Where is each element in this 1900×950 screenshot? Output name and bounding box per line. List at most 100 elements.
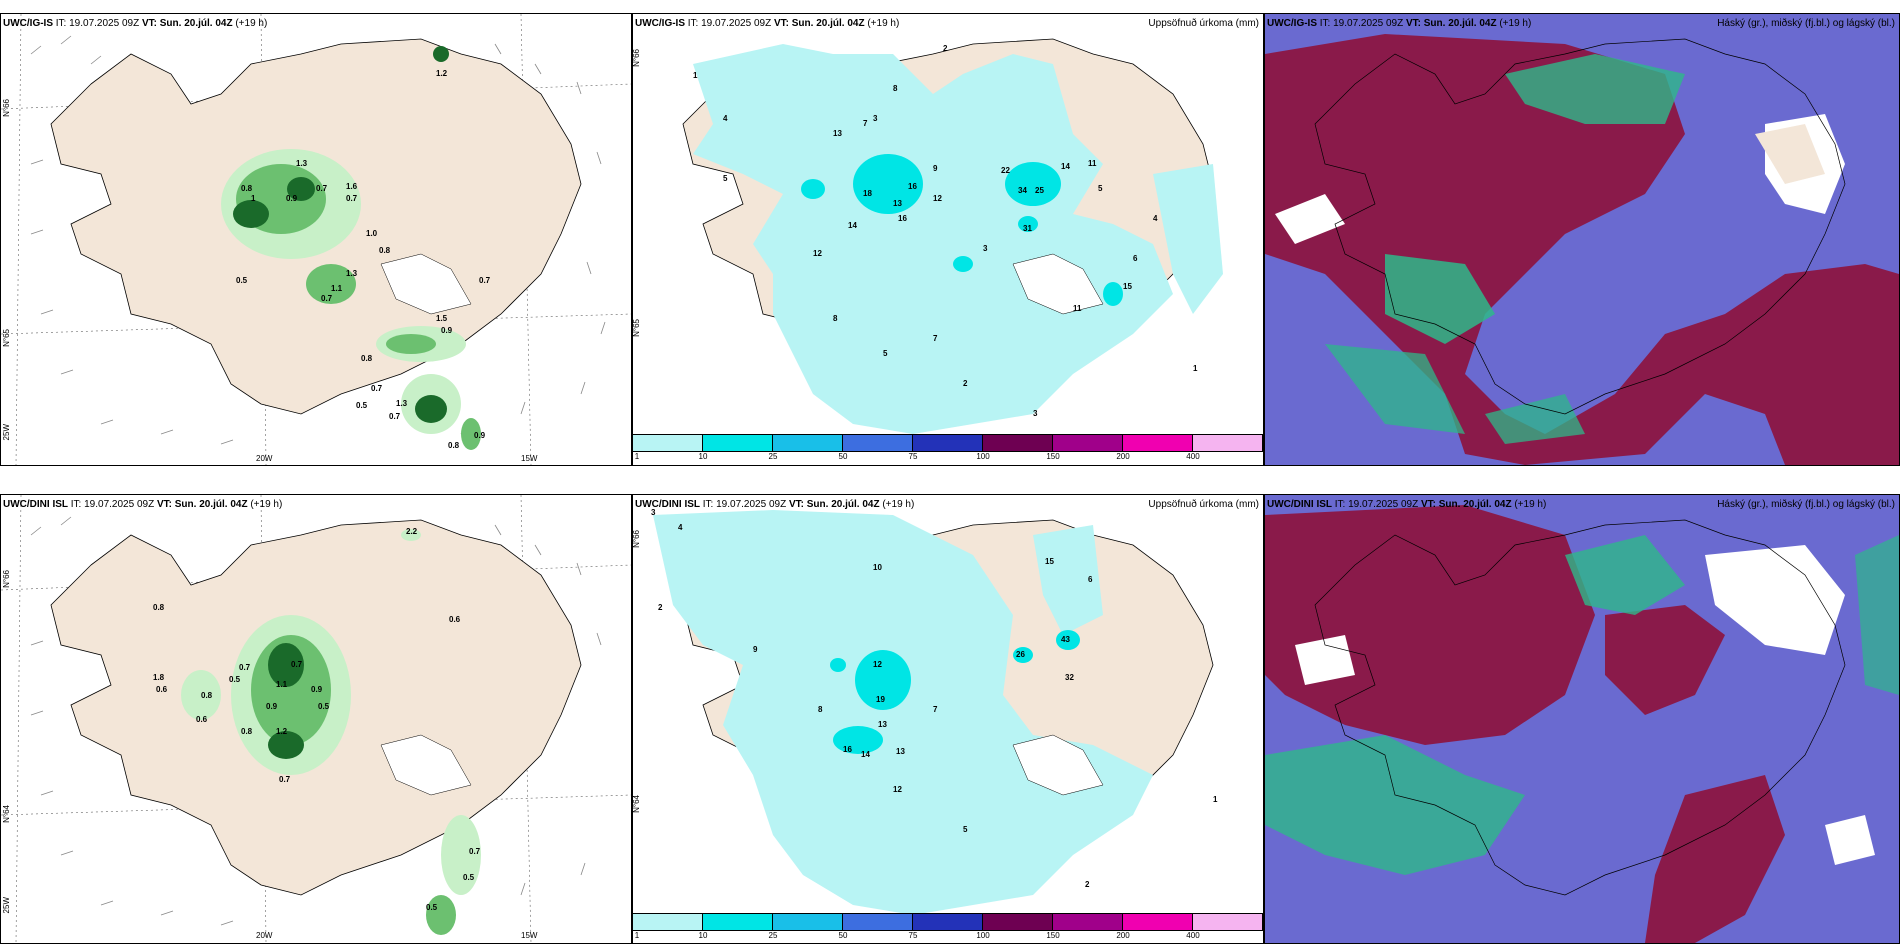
colorbar-swatch	[1193, 914, 1263, 930]
precip-value: 16	[843, 745, 852, 754]
precip-value: 0.9	[286, 194, 298, 203]
precip-value: 43	[1061, 635, 1070, 644]
lat-label: 25W	[2, 897, 11, 914]
precip-value: 12	[933, 194, 942, 203]
glacier-white	[380, 734, 472, 796]
precip-value: 0.7	[239, 663, 251, 672]
colorbar-tick: 400	[1186, 931, 1200, 940]
product-title: Uppsöfnuð úrkoma (mm)	[1148, 499, 1259, 510]
precip-value: 14	[861, 750, 870, 759]
colorbar-tick: 25	[768, 931, 778, 940]
lat-label: N°64	[632, 795, 641, 813]
colorbar-swatch	[843, 914, 913, 930]
colorbar-swatch	[983, 435, 1053, 451]
precip-value: 15	[1123, 282, 1132, 291]
colorbar-ticks: 1 10 25 50 75 100 150 200 400	[633, 931, 1263, 941]
precip-value: 9	[753, 645, 758, 654]
precip-value: 2	[963, 379, 968, 388]
precip-value: 2	[658, 603, 663, 612]
colorbar-swatch	[1053, 435, 1123, 451]
panel-top-left: UWC/IG-IS IT: 19.07.2025 09Z VT: Sun. 20…	[0, 13, 632, 466]
precip-value: 0.7	[371, 384, 383, 393]
precip-value: 19	[876, 695, 885, 704]
precip-value: 0.9	[266, 702, 278, 711]
precip-value: 3	[873, 114, 878, 123]
precip-value: 8	[893, 84, 898, 93]
lat-label: N°64	[2, 805, 11, 823]
lat-label: N°65	[2, 329, 11, 347]
colorbar-tick: 150	[1046, 452, 1060, 461]
colorbar-swatch	[773, 435, 843, 451]
precip-value: 0.5	[426, 903, 438, 912]
colorbar-swatch	[1193, 435, 1263, 451]
panel-header: UWC/IG-IS IT: 19.07.2025 09Z VT: Sun. 20…	[635, 18, 900, 29]
colorbar-tick: 400	[1186, 452, 1200, 461]
panel-header: UWC/DINI ISL IT: 19.07.2025 09Z VT: Sun.…	[635, 499, 915, 510]
precip-value: 1.8	[153, 673, 165, 682]
colorbar-swatch	[843, 435, 913, 451]
precip-value: 0.8	[241, 184, 253, 193]
precip-value: 26	[1016, 650, 1025, 659]
clear-white	[1755, 124, 1825, 184]
precip-cyan-east	[1033, 525, 1103, 635]
colorbar-swatch	[703, 914, 773, 930]
precip-value: 3	[651, 508, 656, 517]
colorbar-tick: 100	[976, 452, 990, 461]
precip-value: 12	[893, 785, 902, 794]
precip-heavy	[801, 154, 1123, 306]
cloud-low	[1265, 505, 1595, 745]
precip-value: 7	[863, 119, 868, 128]
wind-barbs	[30, 516, 602, 926]
precip-value: 0.6	[449, 615, 461, 624]
panel-header: UWC/IG-IS IT: 19.07.2025 09Z VT: Sun. 20…	[3, 18, 268, 29]
precip-value: 9	[933, 164, 938, 173]
colorbar-tick: 100	[976, 931, 990, 940]
precip-value: 2.2	[406, 527, 418, 536]
precip-value: 15	[1045, 557, 1054, 566]
cloud-high	[1325, 344, 1465, 434]
precip-value: 1.3	[296, 159, 308, 168]
colorbar-tick: 50	[838, 931, 848, 940]
precip-value: 0.6	[156, 685, 168, 694]
lon-label: 15W	[521, 454, 538, 463]
clear-white	[1275, 194, 1345, 244]
precip-value: 4	[1153, 214, 1158, 223]
colorbar-tick: 10	[698, 452, 708, 461]
precip-value: 0.5	[356, 401, 368, 410]
precip-value: 5	[963, 825, 968, 834]
precip-value: 0.8	[361, 354, 373, 363]
precip-value: 12	[873, 660, 882, 669]
precip-value: 1.5	[436, 314, 448, 323]
panel-bot-left: UWC/DINI ISL IT: 19.07.2025 09Z VT: Sun.…	[0, 494, 632, 944]
panel-top-mid: UWC/IG-IS IT: 19.07.2025 09Z VT: Sun. 20…	[632, 13, 1264, 466]
colorbar-swatch	[1053, 914, 1123, 930]
precip-value: 3	[1033, 409, 1038, 418]
colorbar-swatch	[703, 435, 773, 451]
precip-value: 5	[883, 349, 888, 358]
precip-cyan-area	[653, 510, 1153, 915]
precip-value: 16	[908, 182, 917, 191]
precip-value: 0.5	[236, 276, 248, 285]
lon-label: 20W	[256, 454, 273, 463]
colorbar-tick: 200	[1116, 452, 1130, 461]
precip-value: 6	[1088, 575, 1093, 584]
lat-label: N°65	[632, 319, 641, 337]
lon-label: 20W	[256, 931, 273, 940]
precip-value: 1.2	[436, 69, 448, 78]
colorbar-ticks: 1 10 25 50 75 100 150 200 400	[633, 452, 1263, 462]
precip-value: 4	[678, 523, 683, 532]
cloud-map	[1265, 495, 1899, 943]
colorbar-tick: 1	[634, 931, 640, 940]
glacier-white	[1012, 734, 1104, 796]
precip-value: 0.7	[469, 847, 481, 856]
cloud-low	[1605, 605, 1725, 715]
precip-value: 3	[983, 244, 988, 253]
precip-value: 1	[1193, 364, 1198, 373]
precip-value: 32	[1065, 673, 1074, 682]
precip-green	[221, 46, 481, 450]
precip-heavy	[830, 630, 1080, 754]
precip-value: 0.8	[201, 691, 213, 700]
lat-label: N°66	[632, 530, 641, 548]
cloud-high	[1385, 254, 1495, 344]
precip-value: 1	[251, 194, 256, 203]
